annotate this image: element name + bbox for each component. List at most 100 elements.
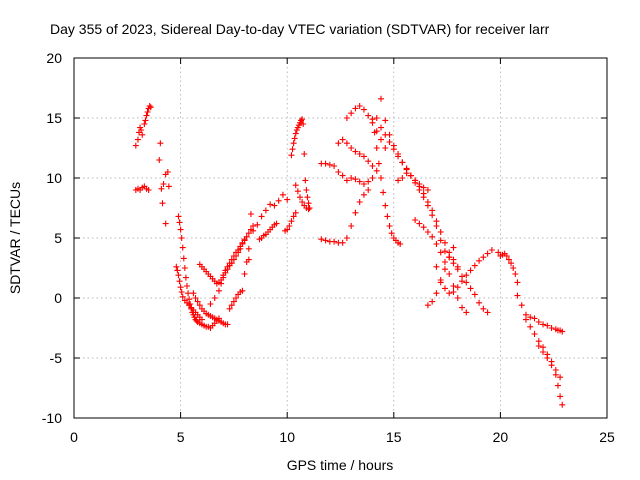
series-seg-f <box>226 211 254 312</box>
data-point <box>369 175 376 181</box>
data-point <box>360 106 367 113</box>
data-point <box>138 127 145 133</box>
data-point <box>220 274 227 281</box>
data-point <box>181 265 188 271</box>
data-point <box>386 223 393 229</box>
data-point <box>292 209 299 216</box>
data-point <box>356 151 363 157</box>
data-point <box>290 213 297 220</box>
series-seg-s <box>433 247 495 297</box>
x-tick-label: 0 <box>70 429 78 445</box>
data-point <box>292 182 299 189</box>
data-point <box>180 255 187 262</box>
series-seg-a-high <box>132 103 154 149</box>
series-seg-z <box>544 322 566 335</box>
data-point <box>395 177 402 184</box>
data-point <box>145 187 152 193</box>
data-point <box>211 295 218 301</box>
data-point <box>365 187 372 193</box>
data-point <box>343 235 350 241</box>
data-point <box>378 124 385 131</box>
data-point <box>239 287 246 294</box>
data-point <box>437 249 444 256</box>
data-point <box>182 274 189 281</box>
data-point <box>559 401 566 408</box>
data-point <box>288 152 295 159</box>
data-point <box>488 247 495 253</box>
y-axis-label: SDTVAR / TECUs <box>7 182 23 294</box>
y-tick-label: 5 <box>54 230 62 246</box>
data-point <box>356 178 363 185</box>
series-seg-l <box>335 136 380 174</box>
data-point <box>160 181 167 187</box>
data-point <box>179 293 186 300</box>
data-point <box>375 160 382 167</box>
data-point <box>450 289 457 295</box>
data-point <box>352 148 359 155</box>
data-point <box>429 207 436 214</box>
data-point <box>235 249 242 256</box>
data-point <box>429 233 436 240</box>
data-point <box>463 309 470 316</box>
data-point <box>290 140 297 147</box>
data-point <box>557 374 564 381</box>
data-point <box>365 158 372 165</box>
data-point <box>302 177 309 184</box>
data-point <box>412 217 419 223</box>
data-point <box>286 223 293 229</box>
data-point <box>233 253 240 259</box>
data-point <box>305 206 312 213</box>
data-point <box>275 197 282 204</box>
data-point <box>142 117 149 124</box>
data-point <box>279 191 286 198</box>
data-point <box>433 218 440 225</box>
x-tick-label: 10 <box>279 429 295 445</box>
data-point <box>348 223 355 229</box>
data-point <box>339 172 346 179</box>
x-tick-label: 15 <box>386 429 402 445</box>
series-seg-r <box>412 217 470 316</box>
data-point <box>424 187 431 193</box>
data-point <box>177 284 184 291</box>
data-point <box>198 316 205 323</box>
data-point <box>187 301 194 307</box>
data-point <box>233 295 240 301</box>
data-point <box>407 172 414 179</box>
data-point <box>352 209 359 216</box>
data-point <box>335 140 342 147</box>
data-point <box>552 371 559 378</box>
data-point <box>476 299 483 306</box>
data-point <box>348 145 355 151</box>
data-point <box>141 121 148 127</box>
data-point <box>322 237 329 244</box>
data-point <box>157 140 164 147</box>
data-point <box>437 279 444 286</box>
data-point <box>433 290 440 297</box>
data-point <box>224 321 231 328</box>
data-point <box>284 226 291 233</box>
data-point <box>222 269 229 276</box>
data-point <box>535 343 542 349</box>
data-point <box>247 211 254 217</box>
data-point <box>360 191 367 198</box>
data-point <box>378 95 385 102</box>
data-point <box>535 319 542 325</box>
data-point <box>147 104 154 111</box>
data-point <box>348 175 355 181</box>
data-point <box>369 116 376 123</box>
data-point <box>373 145 380 151</box>
data-point <box>424 199 431 205</box>
series-seg-m <box>343 103 389 151</box>
data-point <box>420 184 427 191</box>
data-point <box>192 295 199 301</box>
y-tick-label: -10 <box>42 410 62 426</box>
data-point <box>514 292 521 299</box>
data-point <box>165 183 172 190</box>
data-point <box>518 302 525 309</box>
data-point <box>557 393 564 400</box>
series-seg-q <box>395 170 461 270</box>
data-point <box>365 178 372 185</box>
data-point <box>471 262 478 269</box>
data-point <box>175 213 182 220</box>
data-point <box>446 254 453 261</box>
